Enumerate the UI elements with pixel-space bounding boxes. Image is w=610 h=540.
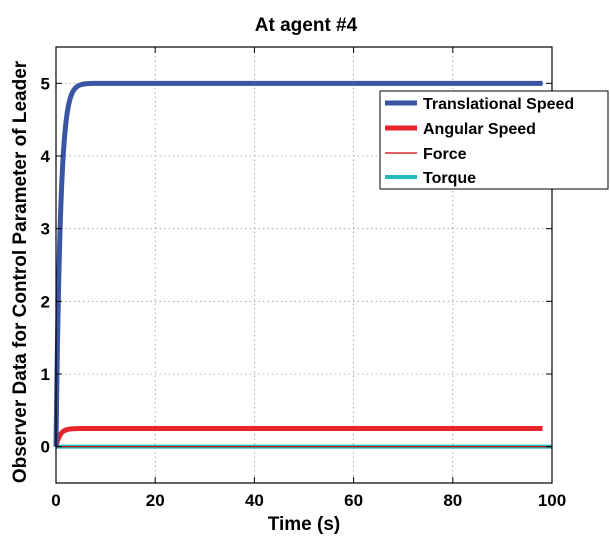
- x-axis: 0 20 40 60 80 100: [51, 47, 566, 510]
- chart-title: At agent #4: [255, 15, 358, 36]
- plot-frame: [55, 46, 553, 484]
- y-tick-label: 0: [41, 438, 50, 457]
- series-line-1: [53, 426, 543, 448]
- x-tick-label: 0: [51, 491, 60, 510]
- legend-label-3: Torque: [423, 170, 476, 187]
- series-line-0: [53, 80, 543, 447]
- y-axis: 0 1 2 3 4 5: [41, 74, 552, 457]
- legend-box: [379, 90, 609, 190]
- x-tick-label: 100: [538, 491, 566, 510]
- x-tick-label: 20: [146, 491, 165, 510]
- legend-label-1: Angular Speed: [423, 121, 536, 138]
- x-tick-label: 40: [245, 491, 264, 510]
- y-tick-label: 4: [41, 147, 51, 166]
- legend-label-0: Translational Speed: [423, 96, 574, 113]
- y-tick-label: 5: [41, 74, 50, 93]
- y-axis-label: Observer Data for Control Parameter of L…: [10, 60, 31, 483]
- legend-label-2: Force: [423, 146, 467, 163]
- x-axis-label: Time (s): [268, 514, 341, 535]
- y-tick-label: 3: [41, 220, 50, 239]
- x-tick-label: 80: [443, 491, 462, 510]
- x-tick-label: 60: [344, 491, 363, 510]
- y-tick-label: 1: [41, 365, 50, 384]
- legend: Translational Speed Angular Speed Force Tor…: [379, 90, 609, 190]
- series-layer: [53, 80, 552, 449]
- y-tick-label: 2: [41, 292, 50, 311]
